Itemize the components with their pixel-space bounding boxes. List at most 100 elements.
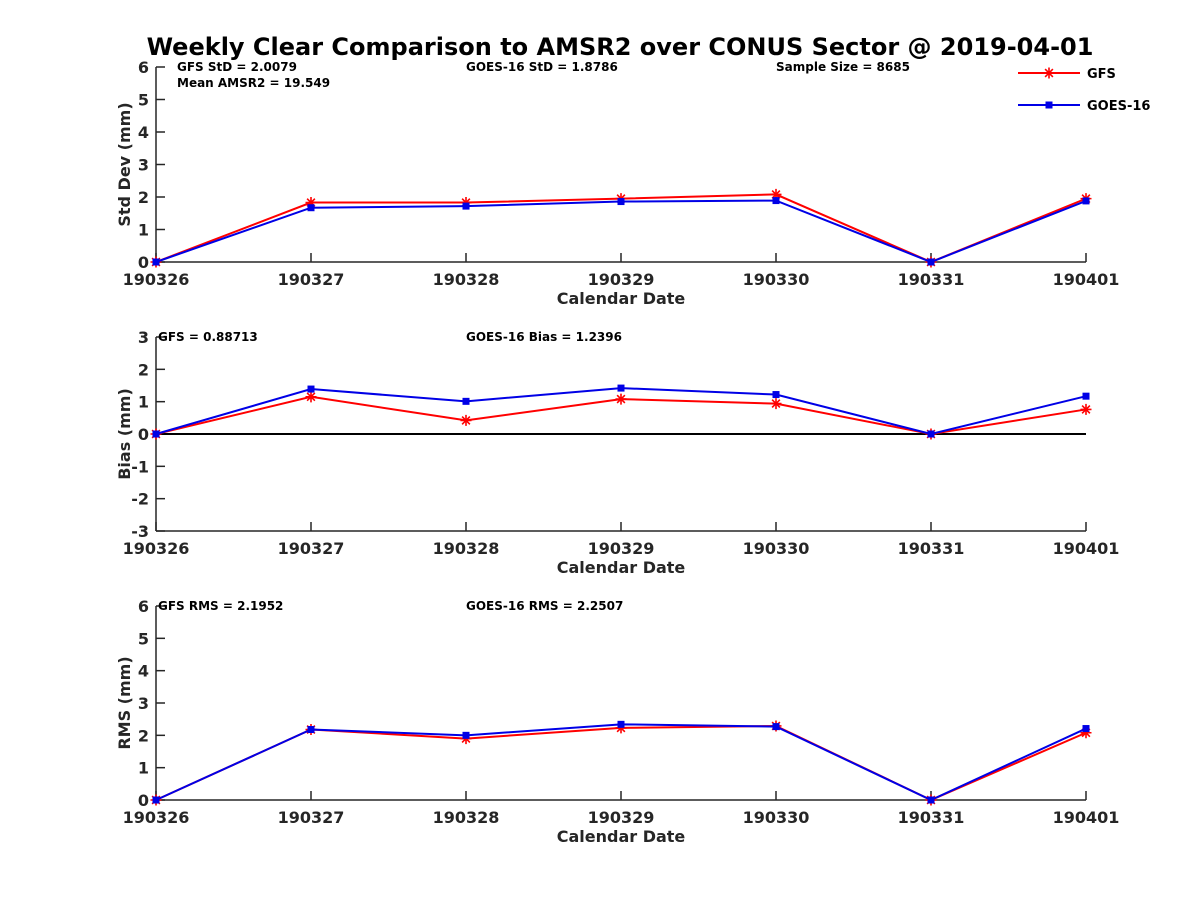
x-tick-label: 190401 <box>1053 808 1120 827</box>
figure-title: Weekly Clear Comparison to AMSR2 over CO… <box>147 33 1094 61</box>
data-point <box>307 204 315 212</box>
data-point <box>307 385 315 393</box>
y-tick-label: 4 <box>138 662 149 681</box>
annotation: Sample Size = 8685 <box>776 60 910 74</box>
y-tick-label: -1 <box>131 457 149 476</box>
y-tick-label: 2 <box>138 726 149 745</box>
data-point <box>305 391 317 403</box>
series-line <box>155 199 1087 264</box>
legend-marker <box>1045 101 1053 109</box>
data-point <box>152 796 160 804</box>
data-point <box>772 391 780 399</box>
y-tick-label: 3 <box>138 694 149 713</box>
x-tick-label: 190328 <box>433 270 500 289</box>
data-point <box>462 397 470 405</box>
x-axis-label: Calendar Date <box>557 827 686 846</box>
data-point <box>1080 727 1092 739</box>
data-point <box>1082 725 1090 733</box>
series-gfs <box>150 391 1092 440</box>
y-axis-label: RMS (mm) <box>115 656 134 749</box>
data-point <box>772 197 780 205</box>
y-tick-label: -3 <box>131 522 149 541</box>
x-tick-label: 190326 <box>123 270 190 289</box>
y-tick-label: 6 <box>138 58 149 77</box>
data-point <box>927 430 935 438</box>
y-tick-label: 1 <box>138 221 149 240</box>
data-point <box>305 197 317 209</box>
data-point <box>927 796 935 804</box>
series-goes-16 <box>152 720 1090 804</box>
x-tick-label: 190327 <box>278 270 345 289</box>
y-tick-label: 0 <box>138 425 149 444</box>
data-point <box>462 202 470 210</box>
y-tick-label: 1 <box>138 759 149 778</box>
data-point <box>617 384 625 392</box>
data-point <box>152 258 160 266</box>
data-point <box>152 430 160 438</box>
series-goes-16 <box>152 197 1090 266</box>
y-tick-label: 0 <box>138 791 149 810</box>
y-axis-label: Std Dev (mm) <box>115 102 134 226</box>
legend-label: GOES-16 <box>1087 99 1150 114</box>
x-tick-label: 190327 <box>278 539 345 558</box>
x-axis-label: Calendar Date <box>557 558 686 577</box>
chart-panels: 0 1 2 3 4 5 6 190326 190327 190328 190329 190330 190… <box>115 58 1119 846</box>
x-tick-label: 190330 <box>743 808 810 827</box>
annotation: GFS StD = 2.0079 <box>177 60 297 74</box>
y-tick-label: 2 <box>138 360 149 379</box>
data-point <box>460 197 472 209</box>
data-point <box>460 414 472 426</box>
y-axis-label: Bias (mm) <box>115 388 134 480</box>
data-point <box>462 731 470 739</box>
y-tick-label: 0 <box>138 253 149 272</box>
legend-label: GFS <box>1087 67 1116 82</box>
legend-marker <box>1043 67 1055 79</box>
x-tick-label: 190329 <box>588 539 655 558</box>
annotation: GOES-16 RMS = 2.2507 <box>466 599 623 613</box>
x-tick-label: 190330 <box>743 270 810 289</box>
x-axis-label: Calendar Date <box>557 289 686 308</box>
data-point <box>772 723 780 731</box>
annotation: GFS = 0.88713 <box>158 330 258 344</box>
x-tick-label: 190329 <box>588 270 655 289</box>
legend-entry-goes-16: GOES-16 <box>1018 99 1150 114</box>
legend-entry-gfs: GFS <box>1018 67 1116 82</box>
data-point <box>615 722 627 734</box>
data-point <box>617 720 625 728</box>
chart-panel-2: -3 -2 -1 0 1 2 3 190326 190327 190328 190329 190330… <box>115 328 1119 577</box>
y-tick-label: 1 <box>138 393 149 412</box>
x-tick-label: 190326 <box>123 539 190 558</box>
x-tick-label: 190328 <box>433 808 500 827</box>
x-tick-label: 190330 <box>743 539 810 558</box>
y-tick-label: 5 <box>138 629 149 648</box>
annotation: GFS RMS = 2.1952 <box>158 599 283 613</box>
series-line <box>155 723 1087 802</box>
data-point <box>770 398 782 410</box>
y-tick-label: 6 <box>138 597 149 616</box>
data-point <box>770 188 782 200</box>
data-point <box>1080 403 1092 415</box>
x-tick-label: 190327 <box>278 808 345 827</box>
x-tick-label: 190401 <box>1053 539 1120 558</box>
y-tick-label: 3 <box>138 328 149 347</box>
annotation: GOES-16 Bias = 1.2396 <box>466 330 622 344</box>
series-goes-16 <box>152 384 1090 438</box>
x-tick-label: 190329 <box>588 808 655 827</box>
x-tick-label: 190328 <box>433 539 500 558</box>
annotation: Mean AMSR2 = 19.549 <box>177 76 330 90</box>
x-tick-label: 190401 <box>1053 270 1120 289</box>
x-tick-label: 190326 <box>123 808 190 827</box>
annotation: GOES-16 StD = 1.8786 <box>466 60 618 74</box>
data-point <box>617 198 625 206</box>
data-point <box>1082 392 1090 400</box>
legend: GFS GOES-16 <box>1018 67 1150 114</box>
y-tick-label: 2 <box>138 188 149 207</box>
y-tick-label: -2 <box>131 490 149 509</box>
data-point <box>927 258 935 266</box>
chart-panel-1: 0 1 2 3 4 5 6 190326 190327 190328 190329 190330 190… <box>115 58 1119 308</box>
data-point <box>307 726 315 734</box>
chart-panel-3: 0 1 2 3 4 5 6 190326 190327 190328 190329 190330 190… <box>115 597 1119 846</box>
y-tick-label: 3 <box>138 156 149 175</box>
y-tick-label: 4 <box>138 123 149 142</box>
